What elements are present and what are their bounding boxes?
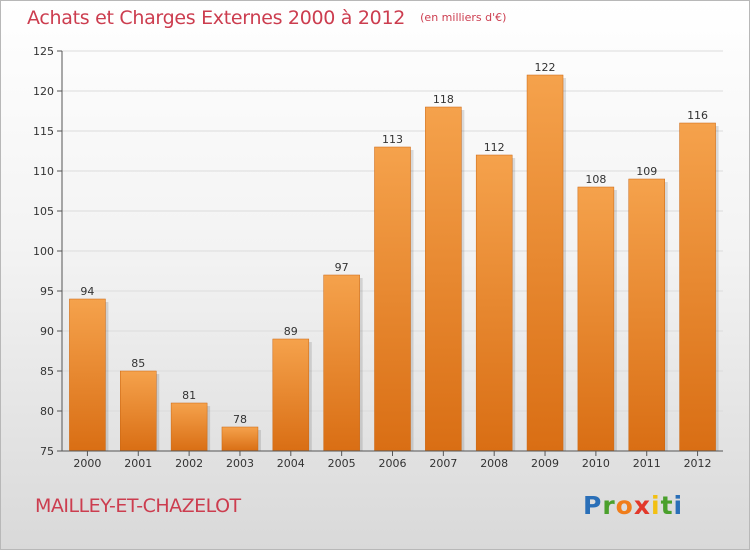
bar-2007 xyxy=(425,106,462,452)
data-label-2006: 113 xyxy=(382,133,403,146)
logo-letter: t xyxy=(660,491,674,520)
bar-2011 xyxy=(628,178,665,452)
x-tick-label: 2012 xyxy=(684,457,712,470)
bar-2010 xyxy=(577,186,615,452)
x-tick-label: 2005 xyxy=(328,457,356,470)
labels: 75 80 85 90 95 100 105 110 115 120 125 94 2000 85 2001… xyxy=(33,45,712,470)
bar-2006 xyxy=(374,146,411,452)
y-tick-label: 105 xyxy=(33,205,54,218)
data-label-2005: 97 xyxy=(335,261,349,274)
logo-letter: P xyxy=(583,491,603,520)
data-label-2010: 108 xyxy=(585,173,606,186)
data-label-2001: 85 xyxy=(131,357,145,370)
y-tick-label: 80 xyxy=(40,405,54,418)
bar-2012 xyxy=(679,122,716,452)
x-tick-label: 2008 xyxy=(480,457,508,470)
axes xyxy=(57,50,723,456)
x-tick-label: 2004 xyxy=(277,457,305,470)
commune-name: MAILLEY-ET-CHAZELOT xyxy=(35,495,241,517)
bar-2002 xyxy=(170,402,208,452)
y-tick-label: 85 xyxy=(40,365,54,378)
y-tick-label: 95 xyxy=(40,285,54,298)
data-label-2008: 112 xyxy=(484,141,505,154)
x-tick-label: 2003 xyxy=(226,457,254,470)
data-label-2002: 81 xyxy=(182,389,196,402)
y-tick-label: 120 xyxy=(33,85,54,98)
bar-2005 xyxy=(323,274,360,452)
data-label-2012: 116 xyxy=(687,109,708,122)
bar-2001 xyxy=(120,370,157,452)
x-tick-label: 2006 xyxy=(379,457,407,470)
y-tick-label: 125 xyxy=(33,45,54,58)
proxiti-logo: Proxiti xyxy=(583,491,683,520)
chart-unit: (en milliers d'€) xyxy=(420,11,507,24)
y-tick-label: 100 xyxy=(33,245,54,258)
x-tick-label: 2007 xyxy=(429,457,457,470)
bar-2009 xyxy=(526,74,564,452)
data-label-2011: 109 xyxy=(636,165,657,178)
logo-letter: r xyxy=(602,491,616,520)
y-tick-label: 110 xyxy=(33,165,54,178)
logo-letter: x xyxy=(633,491,651,520)
bars xyxy=(69,74,719,452)
bar-2000 xyxy=(69,298,106,452)
x-tick-label: 2010 xyxy=(582,457,610,470)
logo-letter: i xyxy=(651,491,661,520)
x-tick-label: 2001 xyxy=(124,457,152,470)
y-tick-label: 75 xyxy=(40,445,54,458)
logo-letter: i xyxy=(673,491,684,520)
data-label-2007: 118 xyxy=(433,93,454,106)
y-tick-label: 90 xyxy=(40,325,54,338)
bar-2008 xyxy=(475,154,513,452)
bar-2004 xyxy=(272,338,310,452)
chart-title: Achats et Charges Externes 2000 à 2012 xyxy=(27,7,406,29)
data-label-2009: 122 xyxy=(535,61,556,74)
logo-letter: o xyxy=(615,491,634,520)
x-tick-label: 2000 xyxy=(73,457,101,470)
x-tick-label: 2002 xyxy=(175,457,203,470)
data-label-2004: 89 xyxy=(284,325,298,338)
data-label-2000: 94 xyxy=(80,285,94,298)
chart-title-block: Achats et Charges Externes 2000 à 2012 (… xyxy=(27,7,506,29)
y-tick-label: 115 xyxy=(33,125,54,138)
data-label-2003: 78 xyxy=(233,413,247,426)
x-tick-label: 2011 xyxy=(633,457,661,470)
bar-2003 xyxy=(221,426,259,452)
x-tick-label: 2009 xyxy=(531,457,559,470)
